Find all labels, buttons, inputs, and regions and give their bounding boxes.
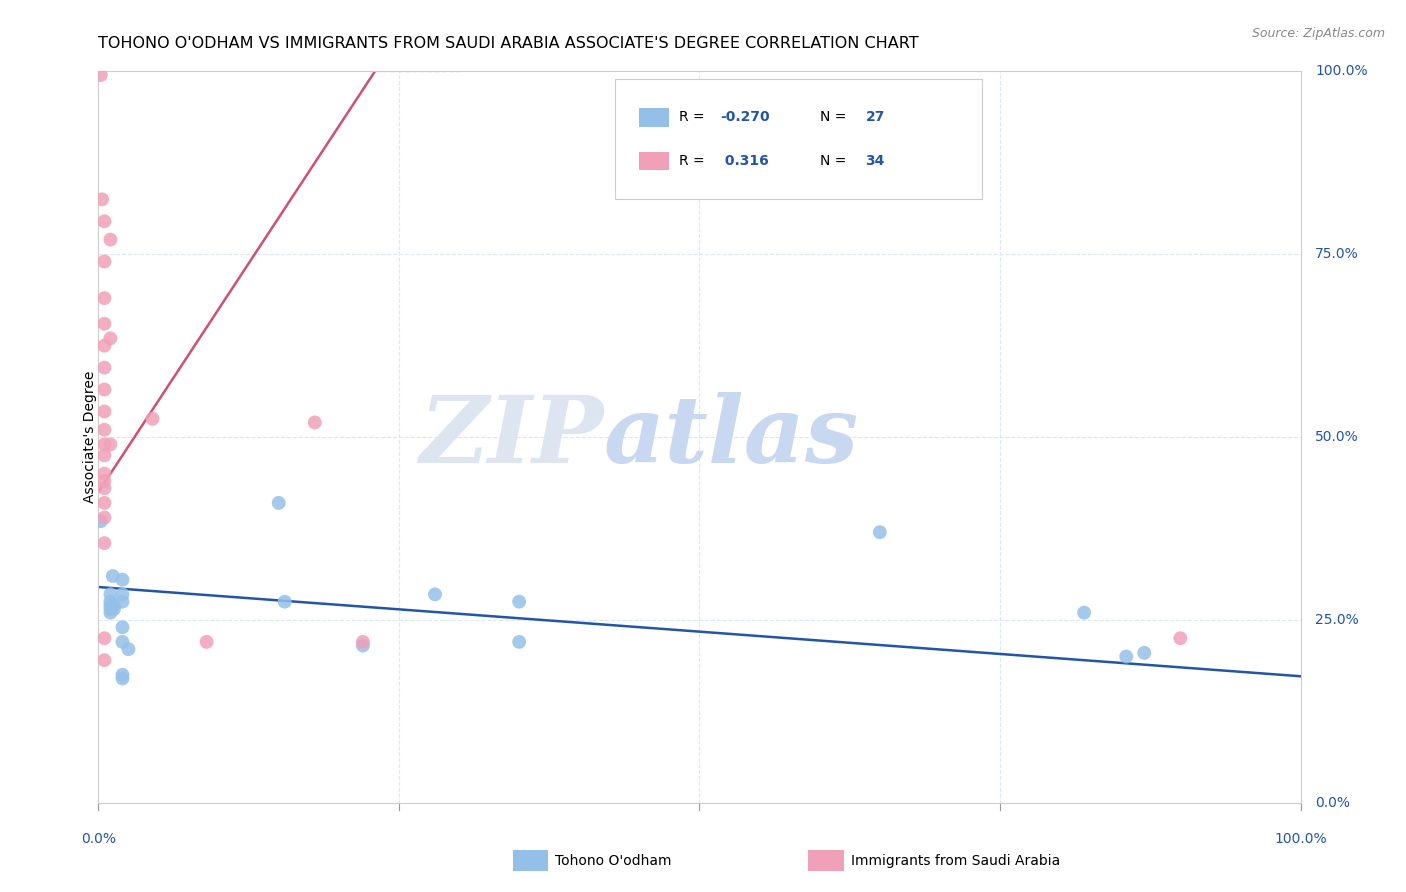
Text: 27: 27 (865, 111, 884, 125)
Point (304, 416, 326, 430)
Point (90, 514, 112, 528)
Text: 0.316: 0.316 (720, 154, 769, 169)
Point (100, 587, 122, 601)
Point (100, 331, 122, 345)
Point (93, 467, 115, 481)
Point (93, 632, 115, 646)
Point (100, 233, 122, 247)
Point (100, 602, 122, 616)
Point (111, 587, 134, 601)
Point (93, 404, 115, 418)
Point (91, 193, 114, 207)
Point (117, 642, 139, 657)
Point (869, 525, 891, 540)
Point (93, 449, 115, 463)
Point (93, 291, 115, 305)
Point (423, 587, 446, 601)
Point (111, 667, 134, 681)
Text: R =: R = (679, 154, 709, 169)
Text: Tohono O'odham: Tohono O'odham (555, 854, 672, 868)
Point (111, 573, 134, 587)
Y-axis label: Associate's Degree: Associate's Degree (83, 371, 97, 503)
Bar (640, 153, 669, 170)
Point (100, 599, 122, 613)
Text: 100.0%: 100.0% (1315, 64, 1368, 78)
Text: TOHONO O'ODHAM VS IMMIGRANTS FROM SAUDI ARABIA ASSOCIATE'S DEGREE CORRELATION CH: TOHONO O'ODHAM VS IMMIGRANTS FROM SAUDI … (98, 36, 920, 51)
Text: R =: R = (679, 111, 709, 125)
Text: 100.0%: 100.0% (1274, 832, 1327, 846)
Point (103, 602, 125, 616)
Point (93, 214, 115, 228)
Point (93, 481, 115, 495)
Point (101, 569, 124, 583)
Point (267, 496, 290, 510)
Point (1170, 632, 1192, 646)
Text: Immigrants from Saudi Arabia: Immigrants from Saudi Arabia (851, 854, 1060, 868)
Point (1115, 649, 1137, 664)
Point (508, 635, 530, 649)
Point (93, 317, 115, 331)
Point (93, 254, 115, 268)
Text: 0.0%: 0.0% (1315, 796, 1350, 810)
Point (93, 474, 115, 488)
Text: ZIP: ZIP (419, 392, 603, 482)
Text: 75.0%: 75.0% (1315, 247, 1358, 261)
Point (90, 68, 112, 82)
Bar (640, 108, 669, 127)
Text: atlas: atlas (603, 392, 859, 482)
FancyBboxPatch shape (616, 78, 981, 200)
Point (352, 635, 374, 649)
Text: 50.0%: 50.0% (1315, 430, 1358, 444)
Point (352, 639, 374, 653)
Text: Source: ZipAtlas.com: Source: ZipAtlas.com (1251, 27, 1385, 40)
Point (111, 672, 134, 686)
Point (111, 594, 134, 608)
Point (195, 635, 218, 649)
Text: N =: N = (820, 154, 851, 169)
Point (93, 496, 115, 510)
Text: 0.0%: 0.0% (82, 832, 115, 846)
Point (93, 536, 115, 550)
Point (93, 653, 115, 667)
Text: N =: N = (820, 111, 851, 125)
Point (93, 423, 115, 437)
Point (1073, 606, 1095, 620)
Point (93, 383, 115, 397)
Point (1133, 646, 1156, 660)
Point (508, 594, 530, 608)
Point (100, 606, 122, 620)
Point (274, 594, 297, 608)
Point (100, 437, 122, 451)
Point (103, 599, 125, 613)
Point (93, 437, 115, 451)
Text: 25.0%: 25.0% (1315, 613, 1358, 627)
Text: 34: 34 (865, 154, 884, 169)
Point (93, 338, 115, 352)
Point (111, 635, 134, 649)
Point (111, 620, 134, 634)
Point (93, 510, 115, 524)
Point (93, 360, 115, 375)
Point (100, 594, 122, 608)
Point (141, 412, 163, 426)
Text: -0.270: -0.270 (720, 111, 769, 125)
